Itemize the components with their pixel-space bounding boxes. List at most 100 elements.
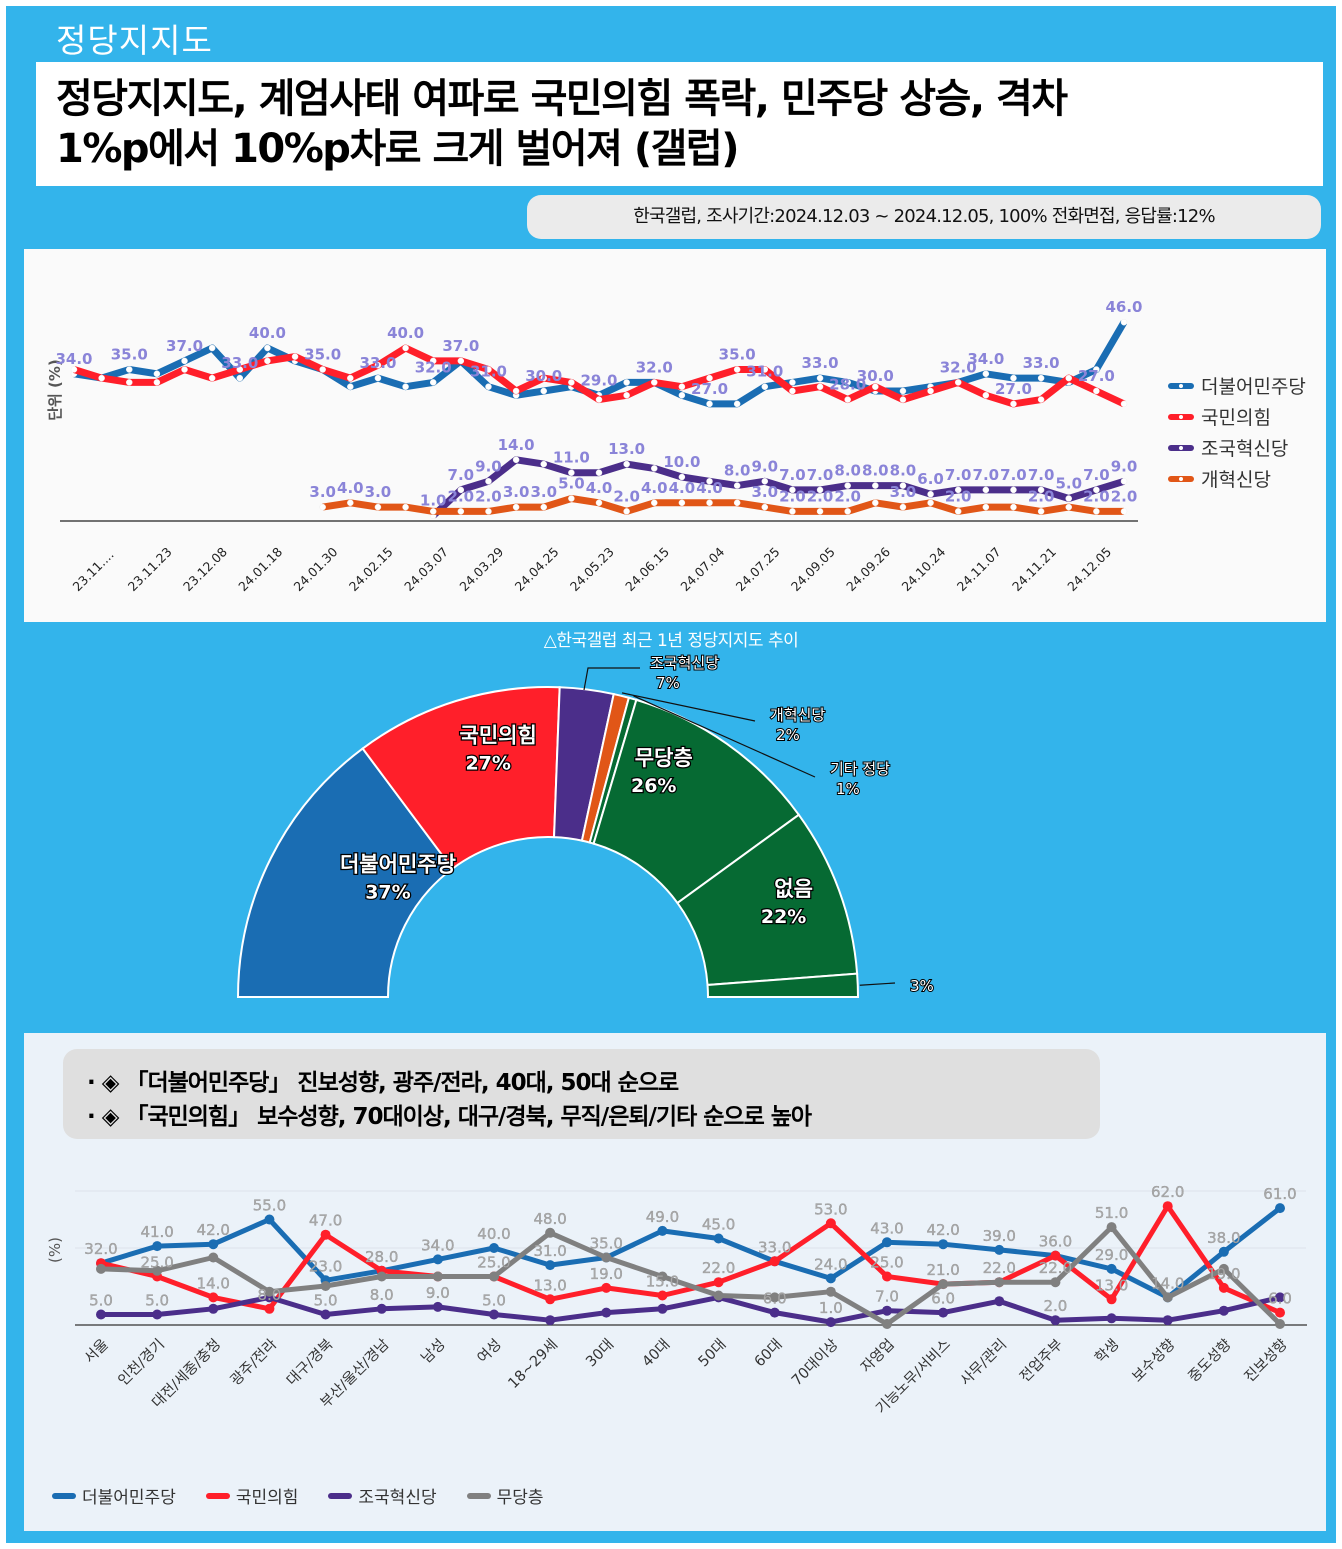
- data-point: [761, 478, 769, 485]
- data-label: 35.0: [111, 346, 148, 364]
- legend-dot: [1179, 446, 1183, 450]
- data-point: [982, 486, 990, 494]
- data-label: 29.0: [580, 371, 617, 389]
- data-point: [153, 370, 161, 378]
- data-point: [816, 486, 824, 494]
- data-label: 11.0: [553, 449, 590, 467]
- x-tick-label: 23.11....: [70, 547, 117, 594]
- data-point: [208, 374, 216, 382]
- legend-item-nonpartisan[interactable]: 무당층: [466, 1483, 544, 1508]
- data-point: [595, 396, 603, 403]
- data-point: [236, 374, 244, 382]
- data-point: [181, 366, 188, 373]
- data-label: 3.0: [752, 483, 779, 501]
- data-label: 7.0: [945, 466, 972, 484]
- data-label: 4.0: [586, 479, 613, 497]
- data-point: [457, 357, 465, 365]
- data-point: [236, 366, 244, 373]
- x-tick-label: 24.07.04: [677, 544, 727, 594]
- data-label: 37.0: [166, 337, 203, 355]
- data-label: 33.0: [221, 354, 258, 372]
- headline-box: 정당지지도, 계엄사태 여파로 국민의힘 폭락, 민주당 상승, 격차 1%p에…: [36, 62, 1323, 186]
- data-point: [595, 499, 603, 507]
- data-label: 4.0: [696, 479, 723, 497]
- data-point: [844, 482, 851, 489]
- data-label: 2.0: [475, 487, 502, 505]
- data-point: [1037, 508, 1045, 515]
- x-tick-label: 23.11.23: [125, 544, 175, 594]
- data-label: 27.0: [995, 380, 1032, 398]
- data-point: [319, 366, 326, 373]
- data-point: [706, 478, 713, 485]
- data-point: [1037, 396, 1045, 403]
- data-label: 4.0: [337, 479, 364, 497]
- x-tick-label: 24.10.24: [898, 544, 948, 594]
- data-label: 33.0: [1023, 354, 1060, 372]
- summary-notes: · ◈ 「더불어민주당」 진보성향, 광주/전라, 40대, 50대 순으로 ·…: [63, 1049, 1100, 1139]
- data-point: [733, 400, 741, 408]
- trend-line-chart: 단위 (%)23.11.... 23.11.23 23.12.08 24.01.18 2…: [46, 298, 1306, 594]
- data-point: [512, 387, 520, 395]
- data-point: [1065, 374, 1072, 382]
- data-label: 8.0: [834, 462, 861, 480]
- data-label: 8.0: [724, 462, 751, 480]
- x-tick-label: 24.01.18: [235, 544, 285, 594]
- data-point: [789, 508, 796, 515]
- data-point: [733, 482, 741, 489]
- data-label: 8.0: [862, 462, 889, 480]
- x-tick-label: 24.12.05: [1064, 544, 1114, 594]
- data-point: [429, 508, 437, 515]
- data-point: [291, 353, 299, 360]
- data-point: [678, 383, 686, 390]
- data-label: 34.0: [55, 350, 92, 368]
- data-label: 2.0: [1111, 487, 1138, 505]
- data-point: [485, 478, 492, 485]
- data-point: [733, 366, 741, 373]
- legend-swatch-ppp: [205, 1492, 230, 1499]
- data-label: 9.0: [475, 457, 502, 475]
- legend-dot: [1179, 384, 1183, 388]
- legend-item-democratic[interactable]: 더불어민주당: [52, 1483, 176, 1508]
- data-label: 3.0: [365, 483, 392, 501]
- data-label: 31.0: [746, 363, 783, 381]
- data-point: [512, 503, 520, 511]
- data-label: 37.0: [442, 337, 479, 355]
- section-title: 정당지지도: [56, 21, 213, 60]
- series-line-3: [322, 495, 1124, 515]
- data-point: [568, 379, 575, 386]
- x-tick-label: 24.11.21: [1009, 544, 1059, 594]
- legend-label: 조국혁신당: [358, 1488, 437, 1508]
- x-tick-label: 23.12.08: [180, 544, 230, 594]
- data-point: [429, 379, 437, 386]
- data-label: 7.0: [779, 466, 806, 484]
- data-label: 7.0: [973, 466, 1000, 484]
- data-label: 2.0: [779, 487, 806, 505]
- data-point: [1093, 366, 1100, 373]
- legend-swatch-rebuilding: [328, 1492, 353, 1499]
- x-tick-label: 24.01.30: [291, 544, 341, 594]
- data-label: 2.0: [448, 487, 475, 505]
- data-point: [927, 387, 934, 395]
- data-point: [126, 379, 133, 386]
- data-point: [678, 392, 686, 399]
- data-point: [457, 508, 465, 515]
- data-point: [789, 387, 796, 395]
- data-point: [485, 383, 492, 390]
- data-label: 9.0: [1111, 457, 1138, 475]
- legend-item-ppp[interactable]: 국민의힘: [205, 1483, 298, 1508]
- data-point: [1120, 318, 1128, 326]
- data-point: [1093, 486, 1100, 494]
- data-point: [954, 486, 962, 494]
- data-label: 2.0: [613, 487, 640, 505]
- chart-caption: △한국갤럽 최근 1년 정당지지도 추이: [543, 631, 799, 651]
- data-point: [1010, 374, 1017, 382]
- data-label: 46.0: [1105, 298, 1142, 316]
- legend-item-rebuilding[interactable]: 조국혁신당: [328, 1483, 437, 1508]
- data-point: [899, 503, 907, 511]
- legend-dot: [1179, 415, 1183, 419]
- data-point: [844, 508, 851, 515]
- data-label: 40.0: [387, 324, 424, 342]
- legend-label: 국민의힘: [1201, 407, 1271, 429]
- headline-line-1: 정당지지도, 계엄사태 여파로 국민의힘 폭락, 민주당 상승, 격차: [56, 76, 1068, 122]
- data-point: [816, 383, 824, 390]
